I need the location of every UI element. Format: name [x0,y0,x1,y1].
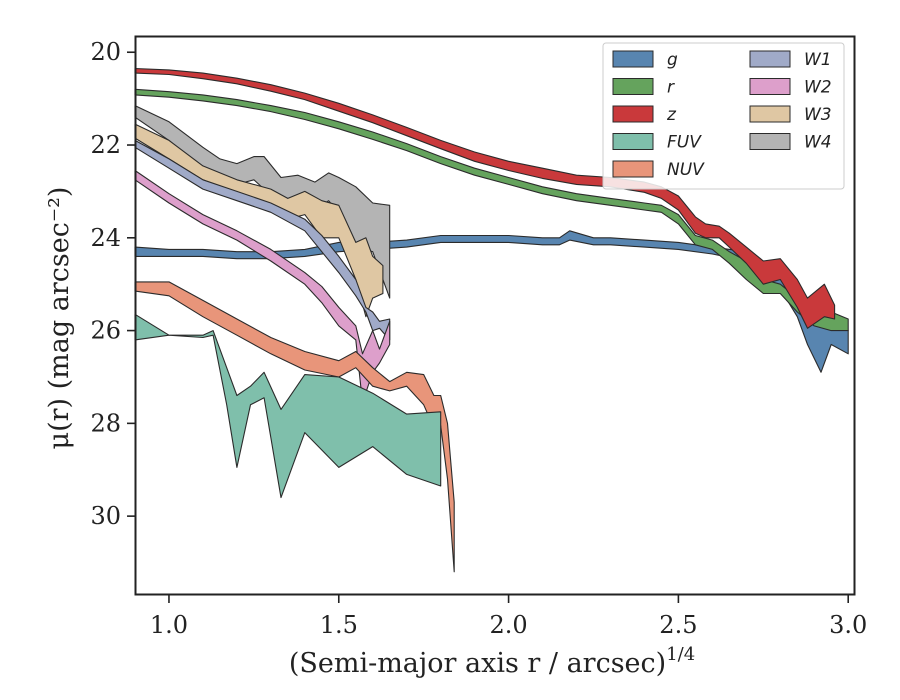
legend-swatch-w3 [749,105,791,123]
y-tick-label: 22 [90,131,121,159]
y-tick-label: 28 [90,409,121,437]
x-tick-label: 2.0 [489,611,527,639]
band-fuv [134,313,442,499]
x-tick-label: 3.0 [829,611,867,639]
legend-swatch-nuv [612,160,654,178]
profile-bands [134,67,849,573]
band-nuv [134,281,455,573]
legend-label-fuv: FUV [667,133,702,153]
legend-label-g: g [667,50,678,70]
legend-swatch-g [612,50,654,68]
legend-swatch-w4 [749,133,791,150]
x-tick-label: 1.0 [150,611,188,639]
legend-label-z: z [666,105,677,125]
plot-frame [134,35,856,596]
y-tick-label: 26 [90,317,121,345]
x-axis-title: (Semi-major axis r / arcsec)1/4 [289,644,695,679]
legend: grz FUV NUV W1 W2 W3 W4 [602,42,845,190]
y-axis-ticks: 20 22 24 26 28 30 [90,38,135,530]
legend-label-w2: W2 [804,78,832,98]
legend-swatch-r [612,78,654,95]
x-tick-label: 1.5 [320,611,358,639]
band-z [134,67,836,329]
band-w2 [134,169,391,404]
y-axis-title: μ(r) (mag arcsec⁻²) [44,187,75,450]
x-axis-title-exponent: 1/4 [666,644,695,665]
x-tick-label: 2.5 [659,611,697,639]
legend-label-nuv: NUV [667,160,705,180]
y-tick-label: 30 [90,502,121,530]
legend-label-w3: W3 [804,105,832,125]
x-axis-ticks: 1.0 1.5 2.0 2.5 3.0 [150,595,867,639]
y-tick-label: 24 [90,224,121,252]
band-r [134,88,849,332]
legend-swatch-w2 [749,78,791,95]
legend-label-w4: W4 [804,133,832,153]
legend-label-w1: W1 [804,50,832,70]
legend-swatch-fuv [612,133,654,150]
y-tick-label: 20 [90,38,121,66]
legend-swatch-z [612,105,654,123]
legend-label-r: r [667,78,675,98]
legend-swatch-w1 [749,50,791,68]
